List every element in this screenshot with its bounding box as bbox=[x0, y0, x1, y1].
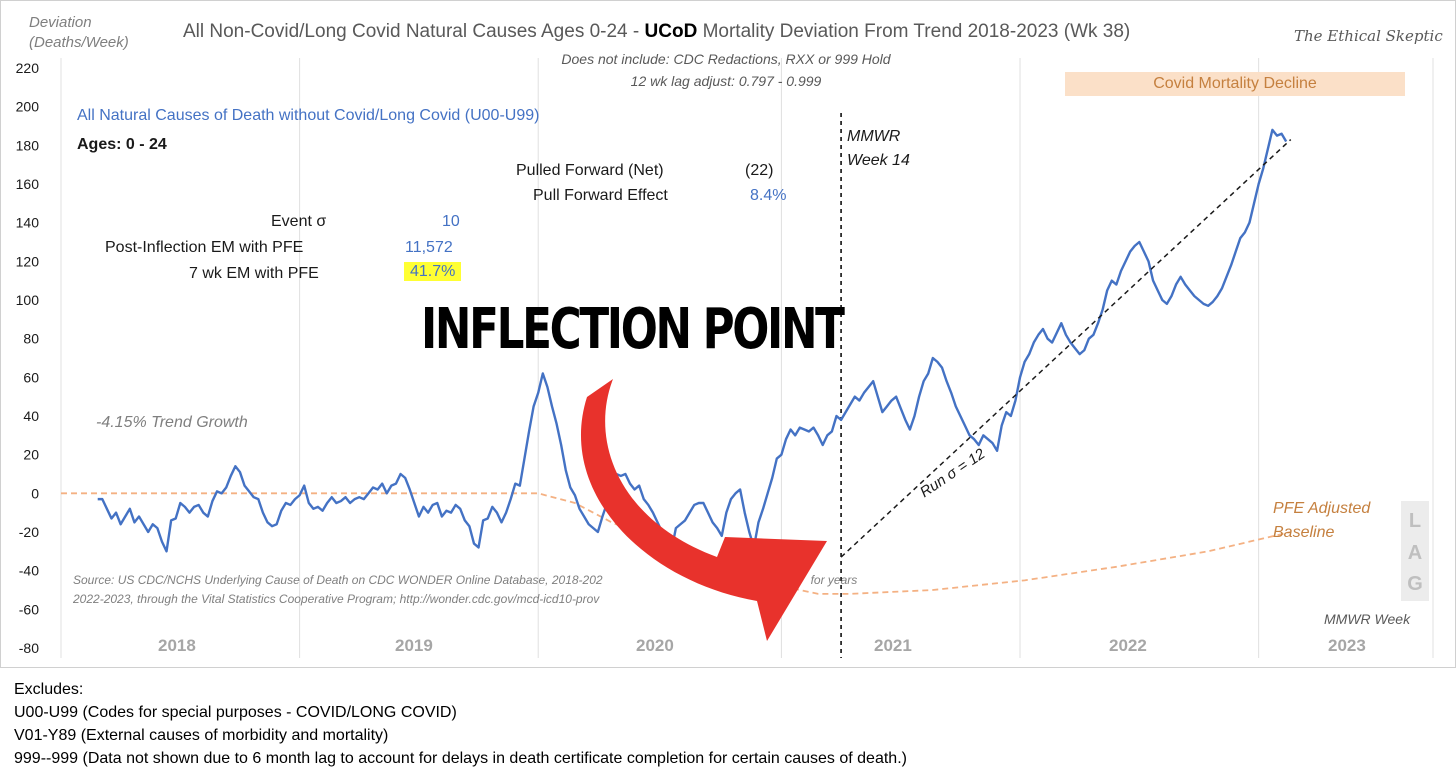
source-line1-tail: for years bbox=[810, 573, 858, 587]
y-tick-label: -80 bbox=[19, 640, 39, 656]
year-label-2022: 2022 bbox=[1109, 636, 1147, 655]
year-label-2021: 2021 bbox=[874, 636, 912, 655]
pull-forward-effect-label: Pull Forward Effect bbox=[533, 187, 668, 204]
lag-letter-g: G bbox=[1407, 573, 1423, 595]
excludes-line-1: U00-U99 (Codes for special purposes - CO… bbox=[14, 704, 457, 721]
seven-wk-label: 7 wk EM with PFE bbox=[189, 265, 319, 282]
y-tick-label: 40 bbox=[23, 408, 39, 424]
post-inflection-value: 11,572 bbox=[405, 239, 453, 256]
pfe-line2: Baseline bbox=[1273, 524, 1335, 541]
event-sigma-value: 10 bbox=[442, 213, 460, 230]
subtitle-lag-adjust: 12 wk lag adjust: 0.797 - 0.999 bbox=[630, 73, 822, 89]
y-tick-label: 160 bbox=[16, 176, 40, 192]
seven-wk-value: 41.7% bbox=[404, 262, 462, 281]
y-tick-label: 120 bbox=[16, 253, 40, 269]
chart-title: All Non-Covid/Long Covid Natural Causes … bbox=[183, 21, 1130, 43]
pull-forward-effect-value: 8.4% bbox=[750, 187, 787, 204]
inflection-point-label: INFLECTION POINT bbox=[421, 297, 845, 362]
y-tick-label: -20 bbox=[19, 524, 39, 540]
y-tick-label: 180 bbox=[16, 137, 40, 153]
source-line1-text: Source: US CDC/NCHS Underlying Cause of … bbox=[73, 573, 603, 587]
pulled-forward-label: Pulled Forward (Net) bbox=[516, 162, 664, 179]
y-tick-label: -60 bbox=[19, 601, 39, 617]
mmwr-line2: Week 14 bbox=[847, 152, 910, 169]
lag-band bbox=[1401, 501, 1429, 601]
excludes-heading: Excludes: bbox=[14, 681, 84, 698]
y-tick-label: 100 bbox=[16, 292, 40, 308]
title-prefix: All Non-Covid/Long Covid Natural Causes … bbox=[183, 21, 645, 42]
excludes-line-2: V01-Y89 (External causes of morbidity an… bbox=[14, 727, 389, 744]
event-sigma-label: Event σ bbox=[271, 213, 327, 230]
mortality-deviation-chart: -80 -60 -40 -20 0 20 40 60 80 100 120 140 160 180 200 2… bbox=[16, 58, 1434, 658]
covid-decline-label: Covid Mortality Decline bbox=[1153, 75, 1317, 92]
excludes-line-3: 999--999 (Data not shown due to 6 month … bbox=[14, 750, 907, 767]
mmwr-week-axis-label: MMWR Week bbox=[1324, 611, 1411, 627]
lag-letter-a: A bbox=[1407, 542, 1423, 564]
y-axis-label: Deviation (Deaths/Week) bbox=[29, 13, 129, 53]
y-tick-label: 60 bbox=[23, 369, 39, 385]
brand-signature: The Ethical Skeptic bbox=[1294, 27, 1443, 45]
title-bold: UCoD bbox=[644, 21, 698, 42]
inflection-arrow bbox=[580, 379, 827, 641]
pfe-baseline-label: PFE Adjusted Baseline bbox=[1273, 497, 1370, 545]
y-tick-label: 20 bbox=[23, 447, 39, 463]
pulled-forward-value: (22) bbox=[745, 162, 774, 179]
y-axis-label-line1: Deviation bbox=[29, 14, 92, 31]
series-label: All Natural Causes of Death without Covi… bbox=[77, 107, 540, 124]
title-suffix: Mortality Deviation From Trend 2018-2023… bbox=[697, 21, 1131, 42]
y-axis-label-line2: (Deaths/Week) bbox=[29, 34, 129, 51]
ages-label: Ages: 0 - 24 bbox=[77, 136, 167, 153]
year-label-2019: 2019 bbox=[395, 636, 433, 655]
deviation-series-line bbox=[97, 128, 1288, 553]
pfe-line1: PFE Adjusted bbox=[1273, 500, 1371, 517]
y-tick-label: 140 bbox=[16, 215, 40, 231]
y-tick-label: 220 bbox=[16, 60, 40, 76]
subtitle-redactions: Does not include: CDC Redactions, RXX or… bbox=[561, 51, 891, 67]
year-label-2018: 2018 bbox=[158, 636, 196, 655]
post-inflection-label: Post-Inflection EM with PFE bbox=[105, 239, 304, 256]
y-tick-label: 80 bbox=[23, 331, 39, 347]
run-trend-line bbox=[840, 138, 1292, 558]
seven-wk-value-highlight: 41.7% bbox=[404, 262, 462, 281]
trend-growth-label: -4.15% Trend Growth bbox=[96, 414, 248, 431]
chart-area: -80 -60 -40 -20 0 20 40 60 80 100 120 140 160 180 200 2… bbox=[0, 0, 1456, 668]
lag-letter-l: L bbox=[1408, 510, 1422, 532]
y-tick-label: 200 bbox=[16, 99, 40, 115]
source-line1: Source: US CDC/NCHS Underlying Cause of … bbox=[73, 571, 857, 590]
year-label-2023: 2023 bbox=[1328, 636, 1366, 655]
excludes-notes: Excludes: U00-U99 (Codes for special pur… bbox=[14, 678, 907, 770]
y-tick-label: 0 bbox=[31, 485, 39, 501]
year-label-2020: 2020 bbox=[636, 636, 674, 655]
mmwr-line1: MMWR bbox=[847, 128, 901, 145]
covid-decline-band bbox=[1065, 72, 1405, 96]
y-tick-label: -40 bbox=[19, 563, 39, 579]
source-line2: 2022-2023, through the Vital Statistics … bbox=[73, 592, 600, 606]
mmwr-week14-label: MMWR Week 14 bbox=[847, 125, 910, 173]
